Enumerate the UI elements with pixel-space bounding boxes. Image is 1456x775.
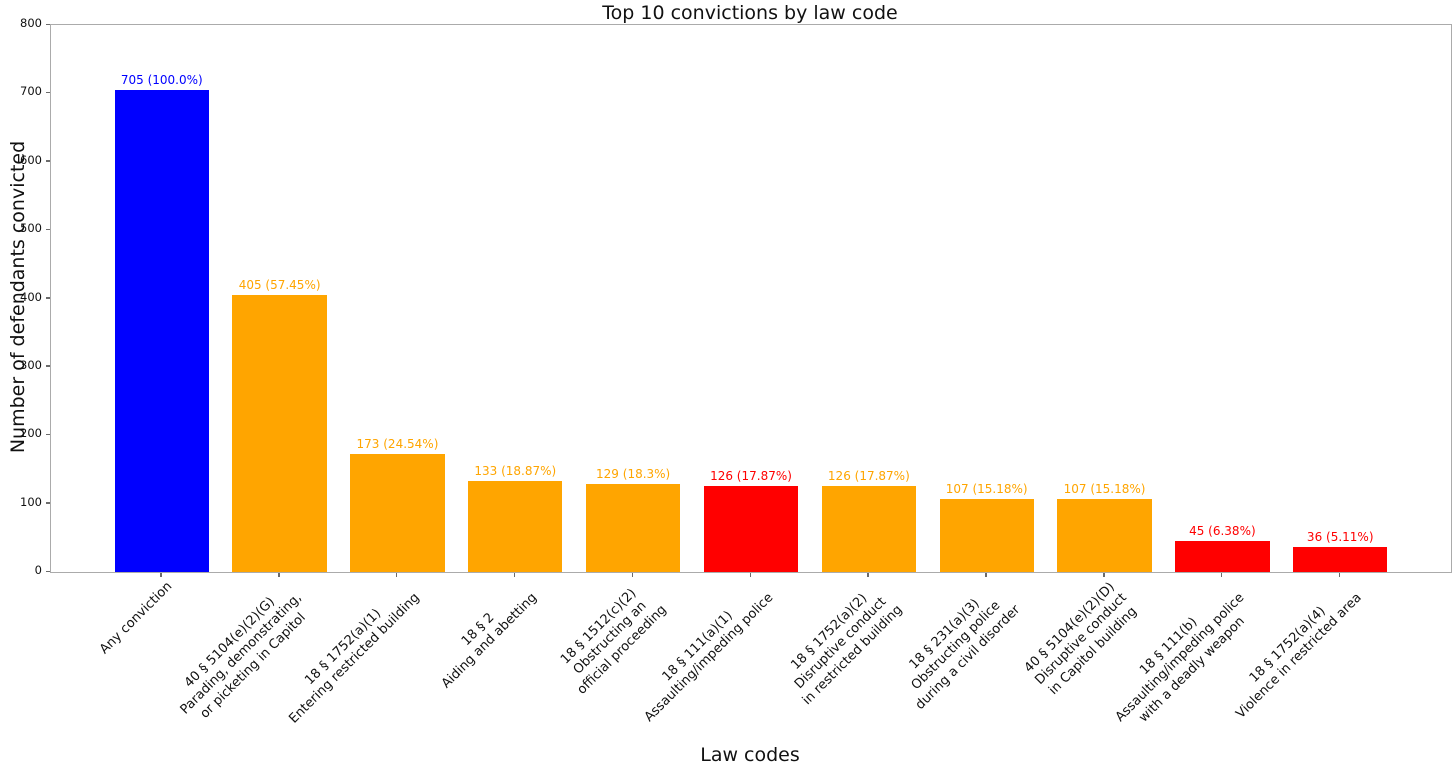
y-tick-label: 100 [20,494,42,509]
bar-9 [1175,541,1270,572]
y-tick-mark [46,297,50,299]
x-tick-mark [395,572,398,577]
bar-value-label: 107 (15.18%) [1063,481,1146,496]
x-tick-mark [867,572,869,577]
y-tick-mark [46,23,50,25]
bar-value-label: 45 (6.38%) [1189,524,1256,539]
x-tick-mark [631,572,634,577]
x-axis-label: Law codes [700,744,800,766]
y-tick-mark [46,365,50,367]
bar-5 [703,485,799,572]
y-tick-label: 600 [20,152,42,167]
bar-value-label: 126 (17.87%) [827,468,910,483]
bar-10 [1293,547,1388,572]
x-tick-label: 18 § 2 Aiding and abetting [439,590,541,692]
x-tick-mark [1220,572,1223,577]
y-tick-label: 400 [20,289,42,304]
y-tick-label: 300 [20,357,42,372]
bar-value-label: 36 (5.11%) [1306,530,1374,545]
bar-3 [468,481,563,572]
bar-value-label: 133 (18.87%) [474,464,557,479]
y-tick-label: 0 [34,563,42,577]
x-tick-mark [160,572,162,577]
y-tick-mark [46,570,50,572]
bar-value-label: 173 (24.54%) [356,436,439,451]
bar-4 [586,483,681,572]
x-tick-mark [1103,572,1105,577]
x-tick-mark [985,572,987,577]
bar-value-label: 129 (18.3%) [596,466,671,481]
bar-2 [350,453,445,572]
bar-value-label: 705 (100.0%) [120,72,203,87]
x-tick-label: 18 § 231(a)(3) Obstructing police during… [906,596,1024,713]
x-tick-label: Any conviction [97,579,176,658]
x-tick-mark [1338,572,1341,577]
y-tick-label: 500 [20,221,42,236]
bar-0 [114,89,209,572]
y-tick-mark [46,433,50,436]
y-tick-mark [46,502,50,504]
plot-area: 705 (100.0%) 405 (57.45%) 173 (24.54%) 133 … [50,24,1452,573]
x-tick-mark [513,572,516,577]
bar-8 [1057,498,1152,572]
x-tick-label: 18 § 1752(a)(2) Disruptive conduct in re… [788,590,906,708]
y-tick-mark [46,228,50,231]
bar-value-label: 107 (15.18%) [945,481,1028,496]
y-tick-mark [46,160,50,162]
bar-7 [939,498,1034,572]
bar-value-label: 126 (17.87%) [710,468,792,483]
y-tick-label: 200 [20,426,42,441]
y-tick-label: 700 [20,84,42,99]
bar-1 [232,295,327,572]
x-tick-mark [278,572,280,577]
chart-title: Top 10 convictions by law code [602,2,898,24]
x-tick-mark [749,572,751,577]
y-tick-mark [46,91,50,94]
y-tick-label: 800 [20,16,42,30]
bar-value-label: 405 (57.45%) [238,278,321,293]
bar-6 [821,485,916,572]
